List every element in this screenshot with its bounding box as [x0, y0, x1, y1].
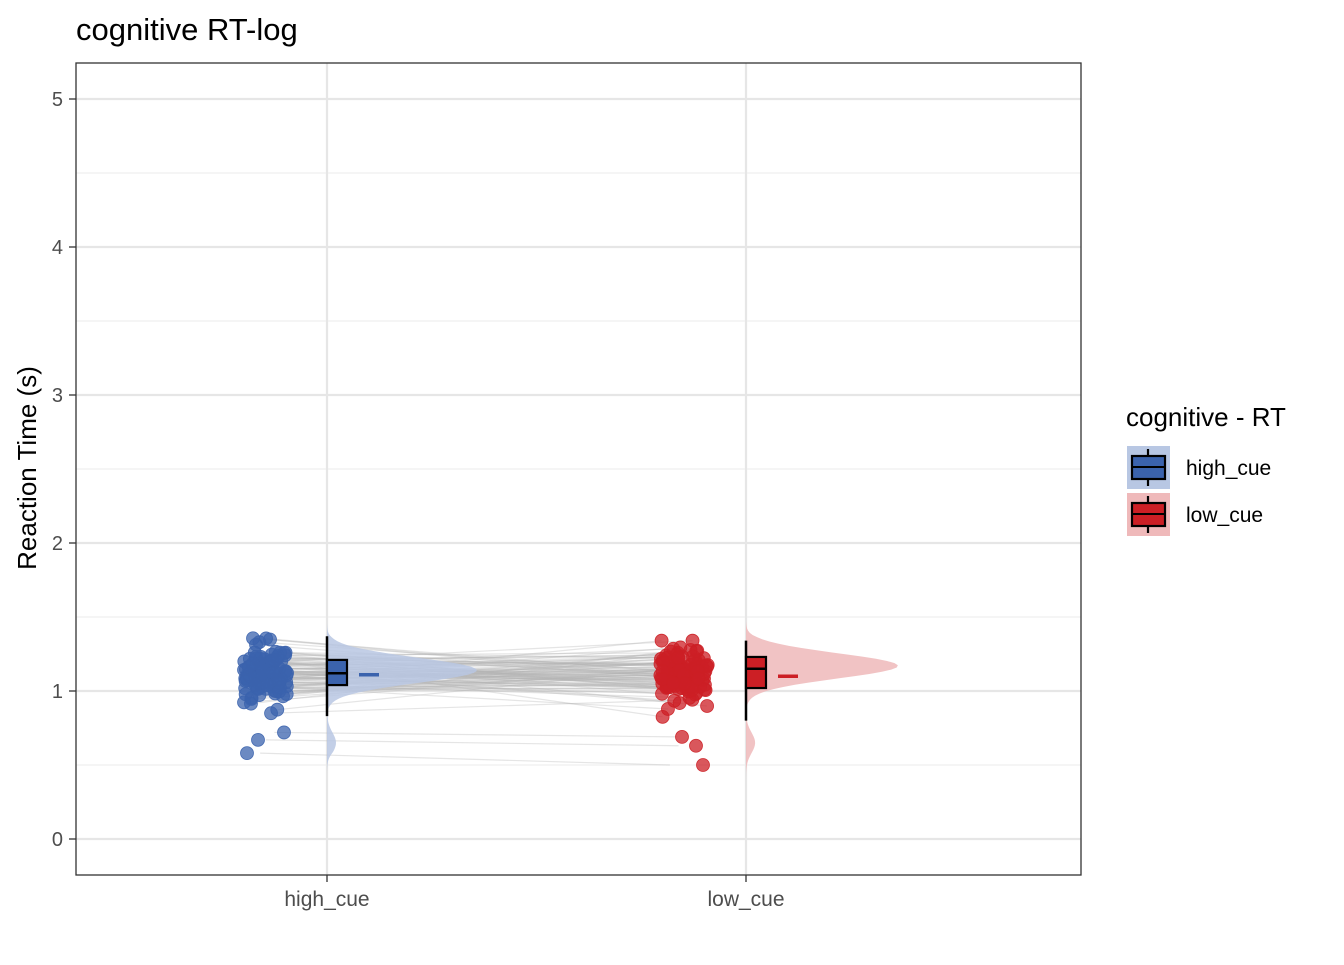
data-point	[271, 703, 284, 716]
data-point	[278, 726, 291, 739]
data-point	[667, 677, 680, 690]
y-tick-label: 5	[52, 89, 63, 111]
data-point	[252, 733, 265, 746]
data-point	[690, 739, 703, 752]
data-point	[668, 694, 681, 707]
legend-label-low_cue: low_cue	[1186, 504, 1263, 527]
chart-title: cognitive RT-log	[76, 12, 298, 47]
data-point	[261, 679, 274, 692]
data-point	[242, 660, 255, 673]
data-point	[701, 699, 714, 712]
data-point	[655, 634, 668, 647]
data-point	[672, 651, 685, 664]
box-low_cue	[746, 657, 766, 688]
y-tick-label: 1	[52, 681, 63, 703]
data-point	[244, 697, 257, 710]
data-point	[241, 747, 254, 760]
data-point	[269, 654, 282, 667]
data-point	[656, 710, 669, 723]
x-tick-label: low_cue	[707, 888, 784, 911]
data-point	[676, 730, 689, 743]
x-tick-label: high_cue	[284, 888, 369, 911]
legend-title: cognitive - RT	[1126, 402, 1286, 432]
data-point	[247, 632, 260, 645]
legend: cognitive - RT high_cue low_cue	[1126, 402, 1286, 536]
data-point	[273, 685, 286, 698]
legend-label-high_cue: high_cue	[1186, 457, 1271, 480]
data-point	[697, 759, 710, 772]
y-tick-label: 3	[52, 385, 63, 407]
plot-area: 0 1 2 3 4 5 high_cue low_cue	[52, 63, 1081, 911]
y-tick-label: 2	[52, 533, 63, 555]
data-point	[678, 677, 691, 690]
data-point	[690, 645, 703, 658]
data-point	[260, 632, 273, 645]
data-point	[692, 672, 705, 685]
y-tick-label: 4	[52, 237, 63, 259]
data-point	[249, 678, 262, 691]
y-axis-label: Reaction Time (s)	[12, 366, 42, 570]
y-tick-label: 0	[52, 829, 63, 851]
data-point	[267, 665, 280, 678]
